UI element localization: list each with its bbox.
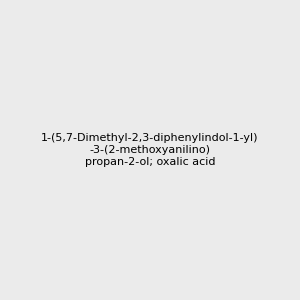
Text: 1-(5,7-Dimethyl-2,3-diphenylindol-1-yl)
-3-(2-methoxyanilino)
propan-2-ol; oxali: 1-(5,7-Dimethyl-2,3-diphenylindol-1-yl) … [41, 134, 259, 166]
